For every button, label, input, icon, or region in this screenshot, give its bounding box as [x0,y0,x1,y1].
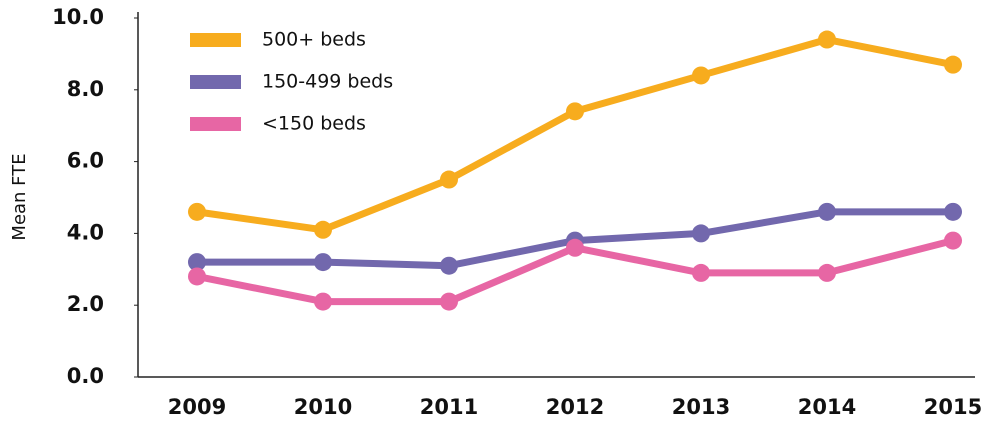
data-point [944,231,962,250]
data-point [188,202,206,221]
y-tick-label: 2.0 [67,292,104,316]
legend-label: 150-499 beds [262,71,393,93]
data-point [314,220,332,239]
data-point [944,55,962,74]
data-point [566,238,584,257]
data-point [818,202,836,221]
data-point [818,263,836,282]
x-tick-label: 2012 [546,395,604,419]
x-tick-label: 2011 [420,395,478,419]
legend-label: 500+ beds [262,29,366,51]
y-tick-label: 4.0 [67,220,104,244]
x-tick-label: 2010 [294,395,352,419]
legend-label: <150 beds [262,113,366,135]
legend-swatch [190,33,241,47]
x-tick-label: 2014 [798,395,856,419]
data-point [440,292,458,311]
x-tick-label: 2009 [168,395,226,419]
y-tick-label: 0.0 [67,364,104,388]
data-point [566,102,584,121]
legend-swatch [190,117,241,131]
data-point [944,202,962,221]
y-tick-label: 6.0 [67,149,104,173]
data-point [692,66,710,85]
data-point [692,263,710,282]
x-tick-label: 2015 [924,395,982,419]
data-point [188,267,206,286]
data-point [440,256,458,275]
legend-swatch [190,75,241,89]
data-point [818,30,836,49]
data-point [188,253,206,272]
y-tick-label: 10.0 [52,5,104,29]
series-line [196,36,954,234]
x-tick-label: 2013 [672,395,730,419]
y-axis-label: Mean FTE [9,153,30,240]
data-point [692,224,710,243]
data-point [314,253,332,272]
data-point [440,170,458,189]
data-point [314,292,332,311]
y-tick-label: 8.0 [67,77,104,101]
